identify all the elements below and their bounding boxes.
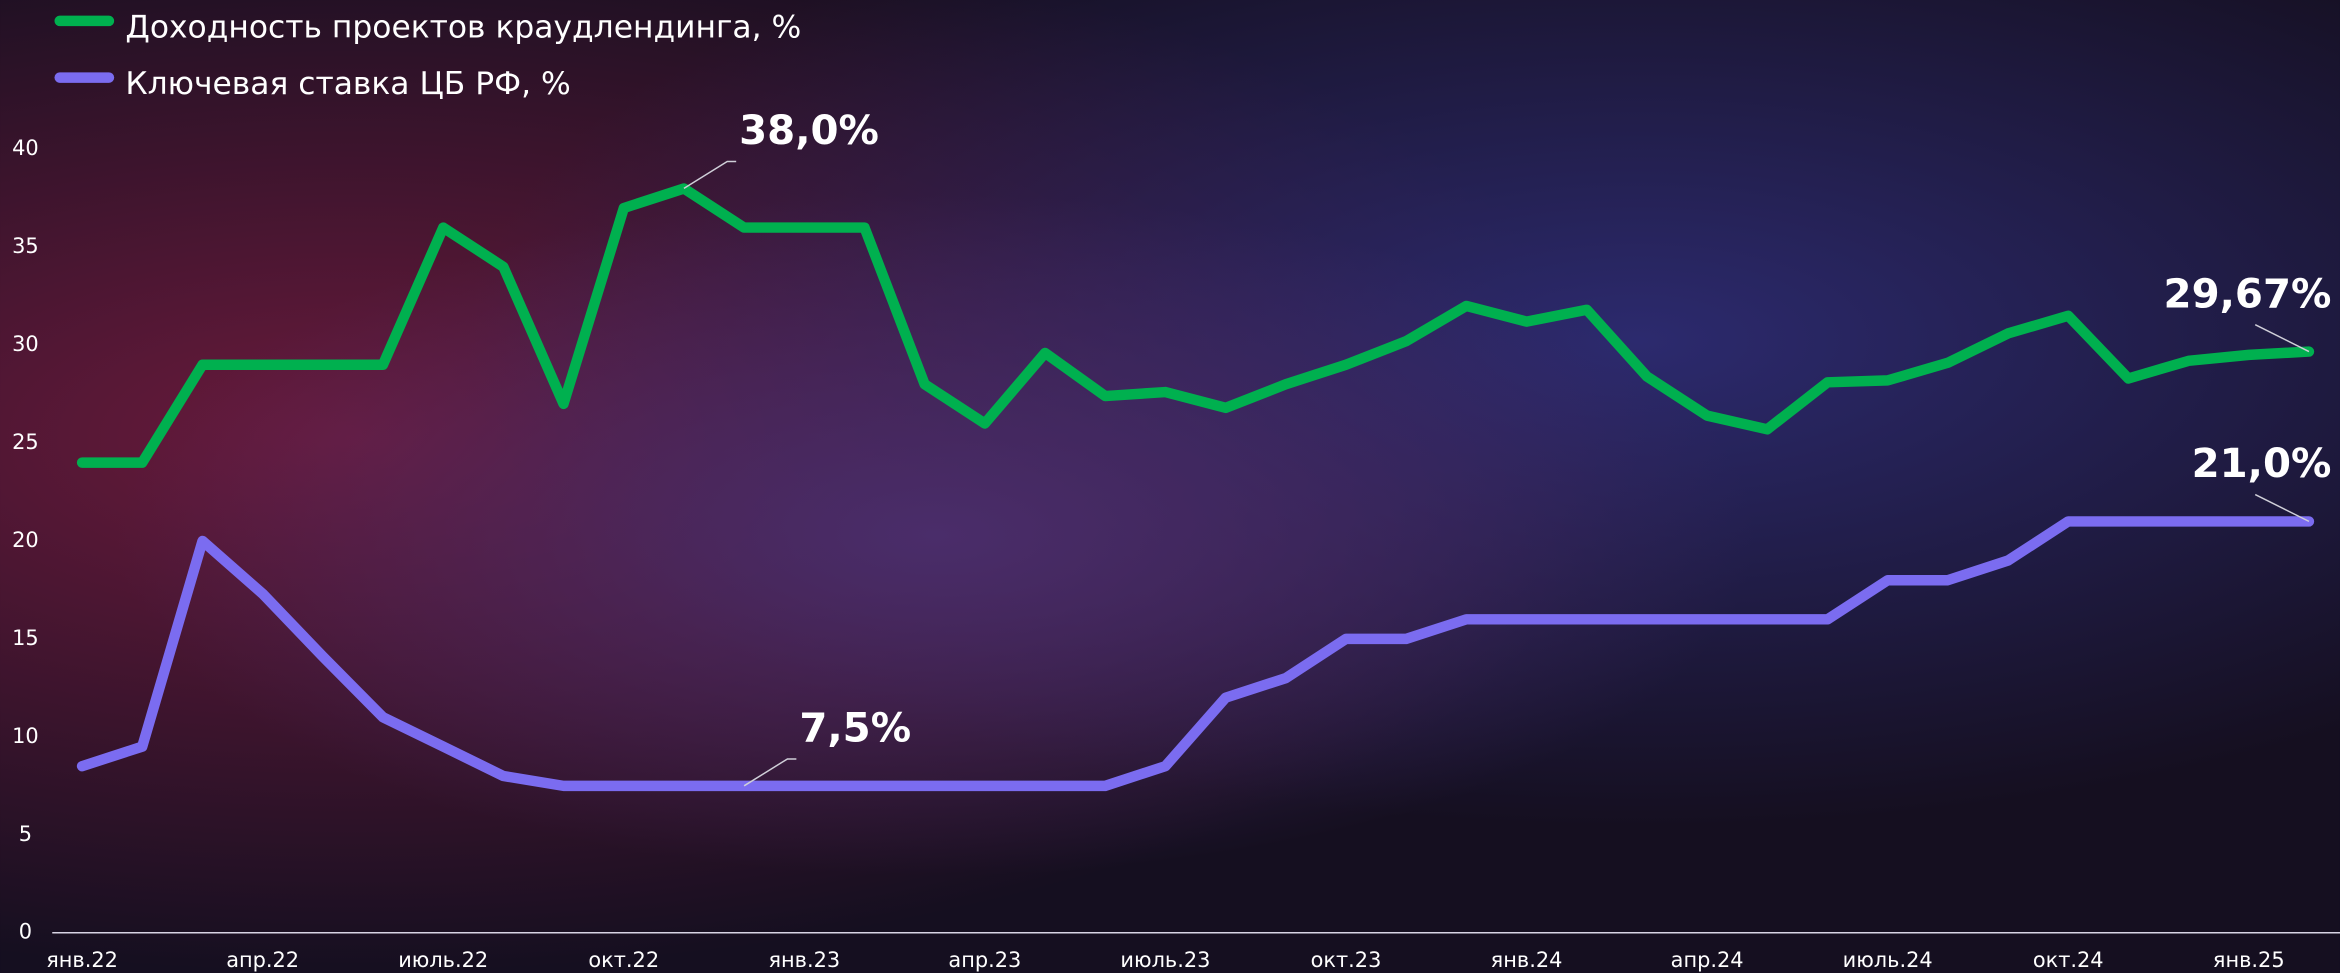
data-label: 21,0% (2192, 440, 2332, 487)
legend-label: Доходность проектов краудлендинга, % (125, 9, 801, 45)
label-leader (2254, 493, 2310, 523)
legend-label: Ключевая ставка ЦБ РФ, % (125, 66, 570, 102)
x-tick-label: янв.25 (2213, 948, 2285, 972)
series-line (76, 183, 2315, 468)
x-tick-label: апр.23 (948, 948, 1021, 972)
label-leader (683, 160, 737, 190)
x-tick-label: янв.24 (1491, 948, 1563, 972)
y-tick-label: 0 (19, 920, 32, 944)
y-tick-label: 25 (12, 430, 39, 454)
label-leader (2254, 324, 2310, 353)
x-tick-label: апр.22 (226, 948, 299, 972)
y-tick-label: 15 (12, 626, 39, 650)
y-tick-label: 40 (12, 136, 39, 160)
x-tick-label: янв.22 (46, 948, 118, 972)
y-tick-label: 35 (12, 234, 39, 258)
x-tick-label: окт.23 (1311, 948, 1382, 972)
x-tick-label: окт.22 (588, 948, 659, 972)
y-tick-label: 30 (12, 332, 39, 356)
y-tick-label: 20 (12, 528, 39, 552)
series-line (76, 516, 2315, 792)
data-label: 29,67% (2164, 270, 2332, 317)
y-tick-label: 10 (12, 724, 39, 748)
y-tick-label: 5 (19, 822, 32, 846)
data-label: 7,5% (799, 705, 911, 752)
x-tick-label: июль.24 (1843, 948, 1933, 972)
x-tick-label: янв.23 (768, 948, 840, 972)
label-leader (743, 758, 797, 787)
data-label: 38,0% (739, 107, 879, 154)
x-tick-label: апр.24 (1671, 948, 1744, 972)
x-tick-label: июль.23 (1120, 948, 1210, 972)
x-tick-label: июль.22 (398, 948, 488, 972)
x-tick-label: окт.24 (2033, 948, 2104, 972)
